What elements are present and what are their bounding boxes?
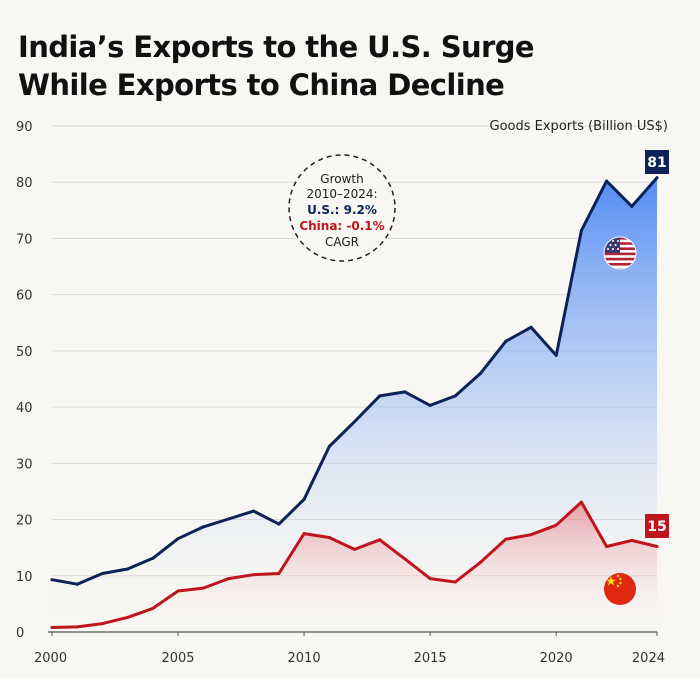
us-point-2002 xyxy=(100,572,104,576)
annotation-us-cagr: U.S.: 9.2% xyxy=(307,203,377,217)
y-tick-0: 0 xyxy=(16,626,24,641)
china-point-2005 xyxy=(176,589,180,593)
y-tick-10: 10 xyxy=(16,570,33,585)
y-tick-60: 60 xyxy=(16,289,33,304)
us-point-2013 xyxy=(378,394,382,398)
annotation-circle xyxy=(288,154,396,262)
china-point-2024 xyxy=(655,545,659,549)
x-tick-2020: 2020 xyxy=(540,651,573,666)
china-end-label-box xyxy=(645,514,669,538)
series-areas xyxy=(52,177,657,632)
annotation-cagr: CAGR xyxy=(325,235,359,249)
us-point-2022 xyxy=(605,179,609,183)
growth-annotation: Growth 2010–2024: U.S.: 9.2% China: -0.1… xyxy=(288,154,396,262)
china-point-2007 xyxy=(226,577,230,581)
us-point-2017 xyxy=(479,371,483,375)
y-tick-30: 30 xyxy=(16,457,33,472)
y-axis-label: Goods Exports (Billion US$) xyxy=(490,119,668,134)
china-point-2008 xyxy=(252,573,256,577)
title-line-1: India’s Exports to the U.S. Surge xyxy=(18,30,535,64)
y-tick-90: 90 xyxy=(16,120,33,135)
us-point-2000 xyxy=(50,578,54,582)
us-point-2008 xyxy=(252,509,256,513)
us-end-label-box xyxy=(645,150,669,174)
y-tick-20: 20 xyxy=(16,514,33,529)
y-axis-ticks: 0 10 20 30 40 50 60 70 80 90 xyxy=(16,120,33,641)
us-point-2004 xyxy=(151,556,155,560)
us-point-2011 xyxy=(327,444,331,448)
us-point-2018 xyxy=(504,339,508,343)
china-point-2014 xyxy=(403,557,407,561)
series-lines xyxy=(50,176,659,630)
annotation-growth: Growth xyxy=(320,172,363,186)
china-point-2016 xyxy=(453,580,457,584)
china-point-2002 xyxy=(100,622,104,626)
us-point-2024 xyxy=(655,176,659,180)
china-point-2020 xyxy=(554,523,558,527)
china-point-2000 xyxy=(50,626,54,630)
us-point-2010 xyxy=(302,497,306,501)
china-point-2011 xyxy=(327,536,331,540)
chart-title: India’s Exports to the U.S. Surge While … xyxy=(18,28,535,104)
us-point-2001 xyxy=(75,582,79,586)
us-area xyxy=(52,177,657,632)
china-point-2018 xyxy=(504,537,508,541)
china-area xyxy=(52,502,657,632)
china-end-label-text: 15 xyxy=(647,519,666,535)
y-tick-80: 80 xyxy=(16,176,33,191)
y-tick-40: 40 xyxy=(16,401,33,416)
x-tick-2010: 2010 xyxy=(288,651,321,666)
y-tick-50: 50 xyxy=(16,345,33,360)
china-point-2013 xyxy=(378,538,382,542)
china-point-2006 xyxy=(201,586,205,590)
us-point-2020 xyxy=(554,353,558,357)
us-point-2014 xyxy=(403,390,407,394)
annotation-period: 2010–2024: xyxy=(306,187,377,201)
us-point-2016 xyxy=(453,394,457,398)
china-point-2019 xyxy=(529,533,533,537)
china-point-2004 xyxy=(151,606,155,610)
x-tick-2015: 2015 xyxy=(414,651,447,666)
us-point-2023 xyxy=(630,204,634,208)
us-point-2005 xyxy=(176,537,180,541)
china-flag-icon xyxy=(604,573,636,605)
china-point-2021 xyxy=(579,500,583,504)
china-point-2023 xyxy=(630,538,634,542)
us-point-2003 xyxy=(126,567,130,571)
us-point-2007 xyxy=(226,517,230,521)
us-point-2019 xyxy=(529,325,533,329)
x-tick-2000: 2000 xyxy=(34,651,67,666)
us-point-2012 xyxy=(353,420,356,424)
china-point-2003 xyxy=(126,615,130,619)
x-tick-2024: 2024 xyxy=(632,651,665,666)
us-point-2021 xyxy=(579,229,583,233)
us-point-2015 xyxy=(428,403,432,407)
china-point-2001 xyxy=(75,625,79,629)
y-tick-70: 70 xyxy=(16,232,33,247)
us-end-label: 81 xyxy=(645,150,669,174)
x-tick-2005: 2005 xyxy=(161,651,194,666)
china-point-2009 xyxy=(277,572,281,576)
china-end-label: 15 xyxy=(645,514,669,538)
china-point-2022 xyxy=(605,545,609,549)
title-line-2: While Exports to China Decline xyxy=(18,68,505,102)
x-axis-ticks: 2000 2005 2010 2015 2020 2024 xyxy=(34,632,665,666)
us-point-2009 xyxy=(277,522,281,526)
us-point-2006 xyxy=(201,525,205,529)
annotation-china-cagr: China: -0.1% xyxy=(299,219,384,233)
china-point-2015 xyxy=(428,577,432,581)
china-point-2012 xyxy=(353,547,356,551)
china-point-2010 xyxy=(302,532,306,536)
us-end-label-text: 81 xyxy=(647,155,666,171)
china-point-2017 xyxy=(479,560,483,564)
